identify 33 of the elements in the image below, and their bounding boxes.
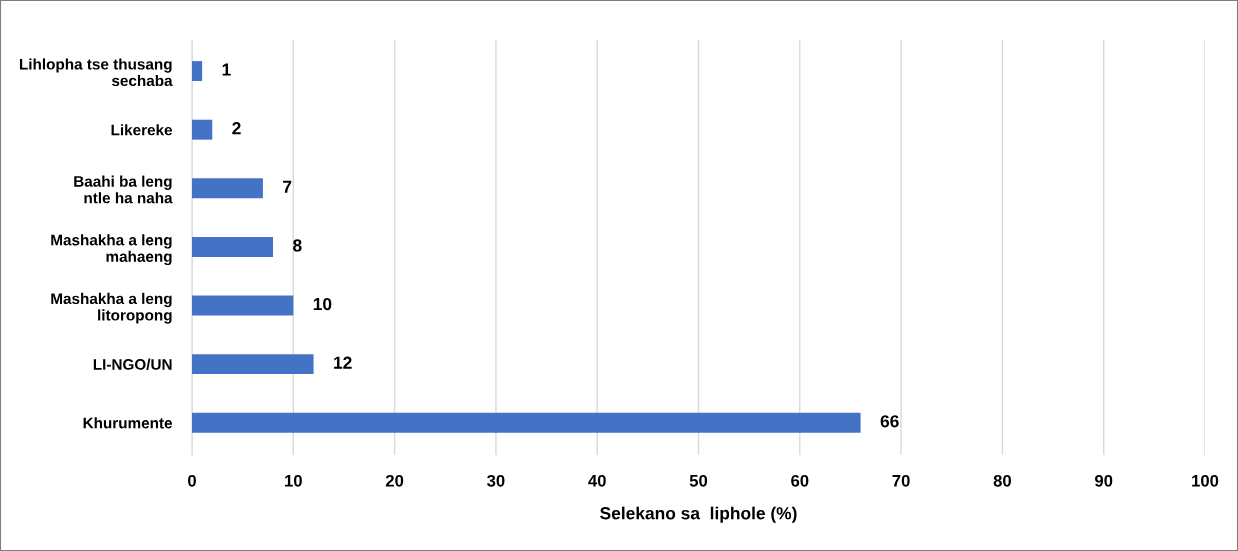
y-tick-label: Likereke — [111, 124, 173, 136]
y-tick-label: Mashakha a leng mahaeng — [51, 234, 172, 266]
x-tick-label: 0 — [188, 474, 196, 487]
data-label: 10 — [313, 297, 332, 311]
y-tick-label: Khurumente — [83, 417, 173, 429]
x-tick-label: 100 — [1192, 474, 1219, 487]
x-tick-label: 20 — [385, 474, 404, 487]
y-tick-label: Baahi ba leng ntle ha naha — [74, 175, 173, 204]
bar — [192, 119, 213, 140]
data-label: 12 — [334, 356, 352, 369]
y-tick-label: Lihlopha tse thusang sechaba — [19, 58, 173, 87]
bar — [192, 61, 203, 82]
x-tick-label: 70 — [892, 474, 910, 487]
bar — [192, 354, 314, 375]
x-tick-label: 80 — [993, 474, 1011, 487]
bar — [192, 236, 274, 257]
data-label: 1 — [222, 63, 231, 76]
bar — [192, 412, 861, 433]
x-tick-label: 40 — [588, 474, 606, 487]
x-axis-title: Selekano sa liphole (%) — [600, 506, 797, 523]
data-label: 7 — [283, 180, 292, 193]
x-tick-label: 90 — [1095, 474, 1113, 487]
data-label: 66 — [880, 415, 899, 428]
x-tick-label: 30 — [487, 474, 505, 487]
data-label: 2 — [232, 122, 241, 135]
bar — [192, 178, 263, 199]
bar — [192, 295, 294, 316]
y-tick-label: Mashakha a leng litoropong — [51, 292, 172, 324]
x-tick-label: 50 — [689, 474, 708, 487]
data-label: 8 — [293, 239, 302, 252]
x-tick-label: 10 — [285, 474, 302, 487]
x-tick-label: 60 — [791, 474, 809, 487]
y-tick-label: LI-NGO/UN — [93, 358, 172, 370]
